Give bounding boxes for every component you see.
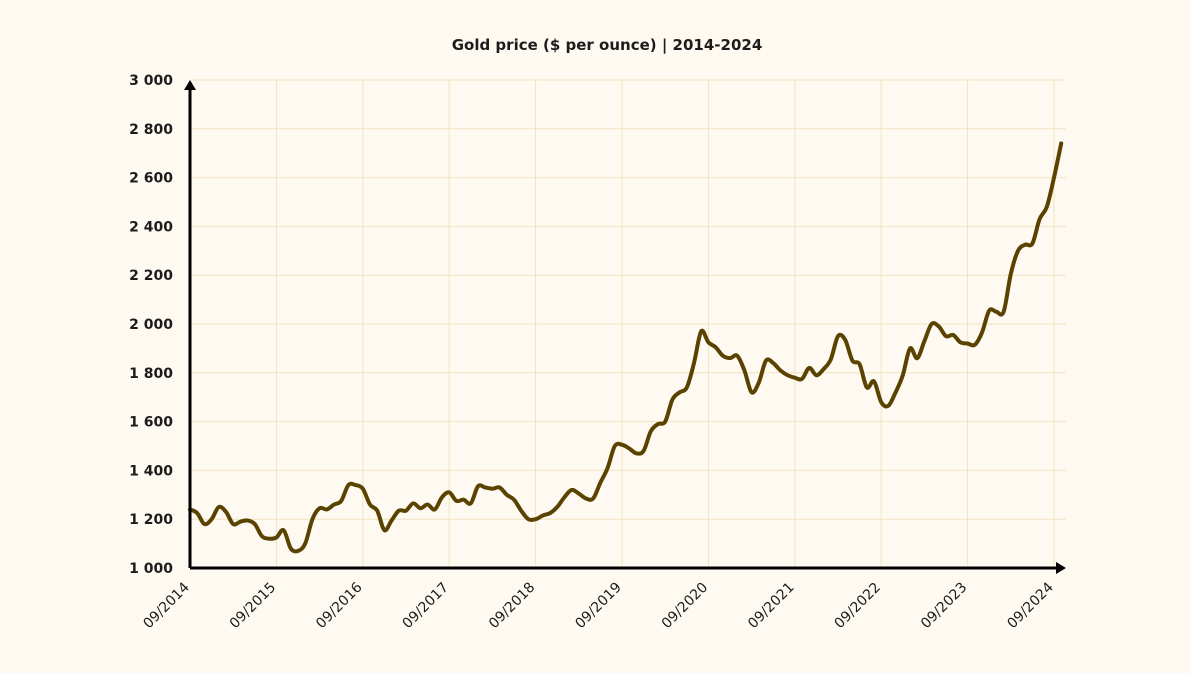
y-tick-label: 2 600 <box>129 171 173 187</box>
x-tick-label: 09/2021 <box>745 580 797 632</box>
y-tick-label: 1 000 <box>129 561 173 577</box>
y-tick-label: 2 200 <box>129 268 173 284</box>
x-tick-label: 09/2015 <box>227 580 279 632</box>
x-axis-tick-labels: 09/2014 09/2015 09/2016 09/2017 09/2018 09/20… <box>140 579 1057 632</box>
y-tick-label: 2 000 <box>129 317 173 333</box>
x-tick-label: 09/2019 <box>572 580 624 632</box>
y-tick-label: 1 400 <box>129 463 173 479</box>
axes <box>184 80 1066 574</box>
gridlines <box>190 79 1066 568</box>
x-tick-label: 09/2024 <box>1004 579 1057 632</box>
gold-price-line <box>188 141 1064 554</box>
x-tick-label: 09/2022 <box>832 580 884 632</box>
x-tick-label: 09/2016 <box>313 579 366 632</box>
y-tick-label: 1 600 <box>129 415 173 431</box>
x-tick-label: 09/2020 <box>659 580 711 632</box>
y-axis-tick-labels: 1 000 1 200 1 400 1 600 1 800 2 000 2 200 2 400… <box>129 73 173 577</box>
y-tick-label: 2 400 <box>129 219 173 235</box>
y-tick-label: 1 200 <box>129 512 173 528</box>
x-axis-arrowhead <box>1056 562 1066 574</box>
y-tick-label: 1 800 <box>129 366 173 382</box>
x-tick-label: 09/2014 <box>140 579 193 632</box>
chart-title: Gold price ($ per ounce) | 2014-2024 <box>452 36 763 55</box>
x-tick-label: 09/2018 <box>486 580 538 632</box>
y-axis-arrowhead <box>184 80 196 90</box>
series-layer <box>188 141 1064 554</box>
y-tick-label: 2 800 <box>129 122 173 138</box>
x-tick-label: 09/2023 <box>918 580 970 632</box>
x-tick-label: 09/2017 <box>400 580 452 632</box>
y-tick-label: 3 000 <box>129 73 173 89</box>
